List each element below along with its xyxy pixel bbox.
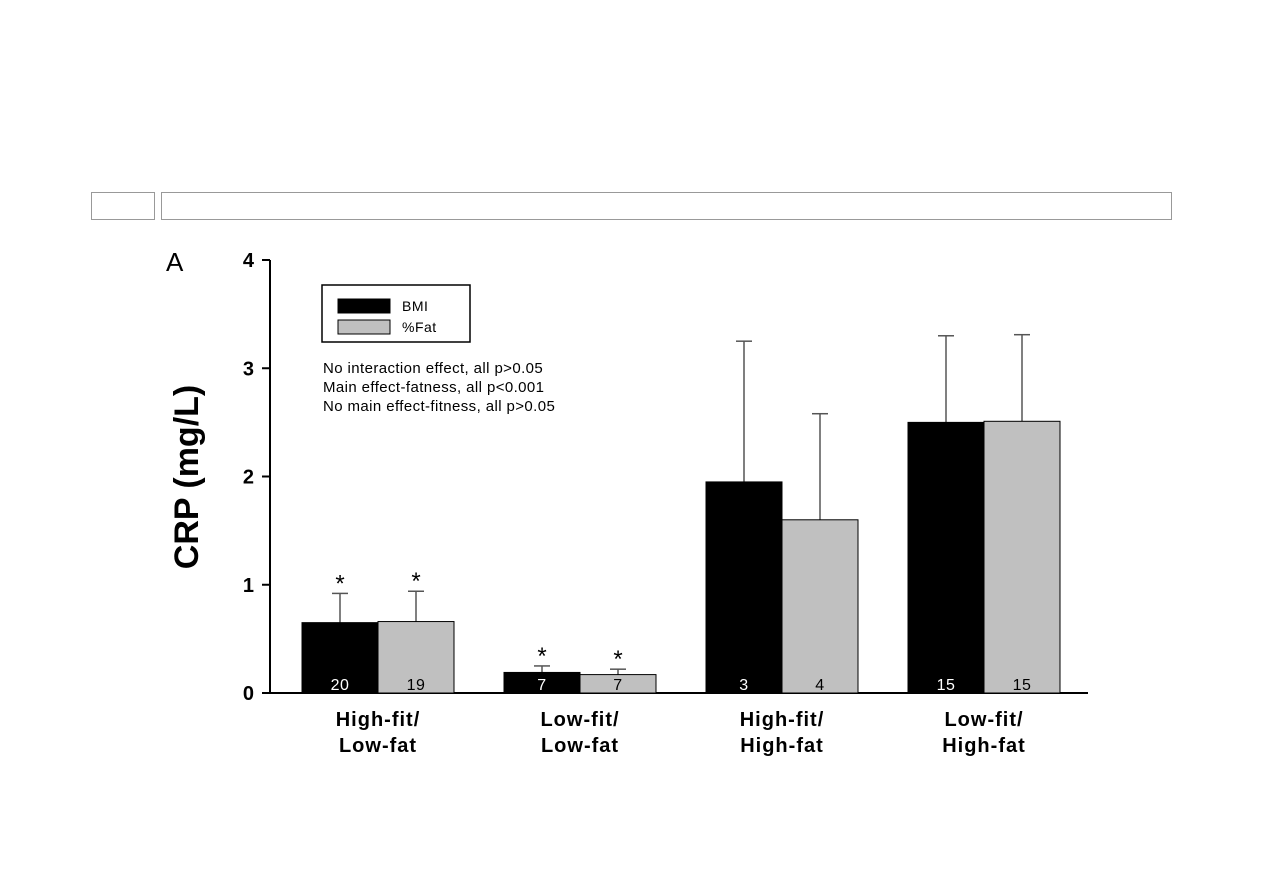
annotation-fatness: Main effect-fatness, all p<0.001	[323, 379, 544, 396]
y-tick-label: 2	[243, 467, 254, 489]
y-tick-label: 4	[243, 250, 255, 272]
legend: BMI %Fat	[321, 284, 471, 343]
bar-bmi	[705, 481, 783, 694]
y-tick-label: 0	[243, 683, 254, 705]
sample-size-label: 19	[407, 677, 426, 694]
bar-fat	[579, 674, 657, 694]
header-cell-left	[91, 192, 155, 220]
sample-size-label: 15	[1013, 677, 1032, 694]
bar-fat	[983, 420, 1061, 694]
bar-bmi	[907, 421, 985, 694]
header-cell-right	[161, 192, 1172, 220]
category-label: Low-fat	[339, 735, 417, 757]
sample-size-label: 15	[937, 677, 956, 694]
sample-size-label: 3	[739, 677, 748, 694]
annotation-fitness: No main effect-fitness, all p>0.05	[323, 398, 555, 415]
legend-swatch-fat	[337, 319, 391, 335]
sample-size-label: 7	[537, 677, 546, 694]
legend-swatch-bmi	[337, 298, 391, 314]
legend-label-bmi: BMI	[402, 298, 428, 314]
significance-marker: *	[537, 643, 546, 670]
category-label: Low-fat	[541, 735, 619, 757]
sample-size-label: 7	[613, 677, 622, 694]
category-label: Low-fit/	[540, 709, 619, 731]
significance-marker: *	[411, 568, 420, 595]
category-label: High-fit/	[740, 709, 825, 731]
sample-size-label: 20	[331, 677, 350, 694]
category-label: Low-fit/	[944, 709, 1023, 731]
bar-fat	[377, 621, 455, 694]
category-label: High-fat	[740, 735, 824, 757]
bar-fat	[781, 519, 859, 694]
panel-label: A	[166, 247, 184, 277]
sample-size-label: 4	[815, 677, 824, 694]
y-axis-label: CRP (mg/L)	[168, 385, 206, 569]
significance-marker: *	[613, 646, 622, 673]
bars: 20 * 19 * 7 * 7 * 3 4 15 15	[301, 333, 1061, 694]
y-tick-label: 1	[243, 575, 254, 597]
y-tick-label: 3	[243, 358, 254, 380]
annotations: No interaction effect, all p>0.05 Main e…	[323, 360, 555, 415]
category-label: High-fit/	[336, 709, 421, 731]
category-label: High-fat	[942, 735, 1026, 757]
annotation-interaction: No interaction effect, all p>0.05	[323, 360, 543, 377]
legend-label-fat: %Fat	[402, 319, 437, 335]
significance-marker: *	[335, 570, 344, 597]
bar-bmi	[301, 622, 379, 694]
